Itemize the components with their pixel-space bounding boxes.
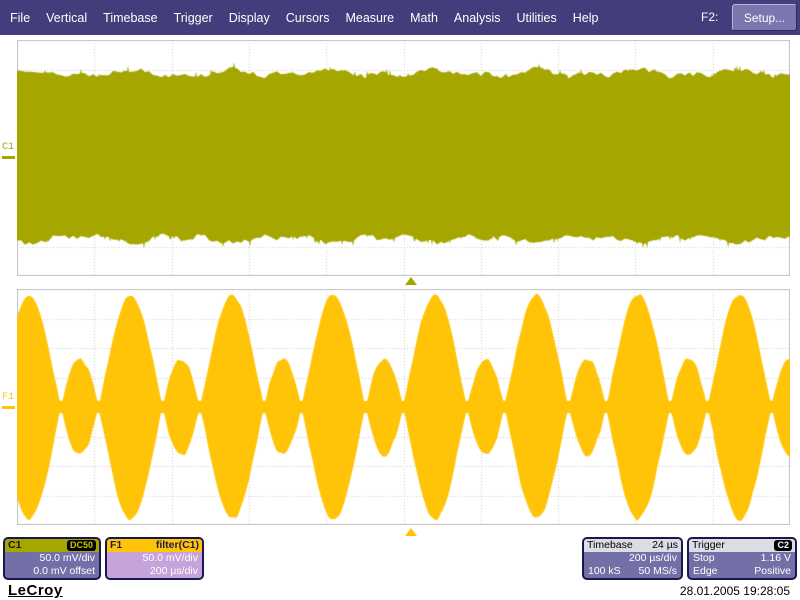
menu-items: File Vertical Timebase Trigger Display C… xyxy=(10,0,598,35)
menu-item-help[interactable]: Help xyxy=(572,10,599,25)
c1-status-body: 50.0 mV/div 0.0 mV offset xyxy=(5,552,99,578)
menu-item-analysis[interactable]: Analysis xyxy=(453,10,501,25)
menu-item-math[interactable]: Math xyxy=(410,10,438,25)
c1-trigger-time-marker[interactable] xyxy=(405,277,417,285)
f1-status-box[interactable]: F1 filter(C1) 50.0 mV/div 200 µs/div xyxy=(105,537,204,580)
trigger-status-body: Stop 1.16 V Edge Positive xyxy=(689,552,795,578)
f2-shortcut-label: F2: xyxy=(701,10,719,24)
c1-status-box[interactable]: C1 DC50 50.0 mV/div 0.0 mV offset xyxy=(3,537,101,580)
menu-item-display[interactable]: Display xyxy=(228,10,270,25)
menu-item-measure[interactable]: Measure xyxy=(345,10,395,25)
trigger-source-badge: C2 xyxy=(774,540,792,551)
menu-item-utilities[interactable]: Utilities xyxy=(516,10,557,25)
datetime-display: 28.01.2005 19:28:05 xyxy=(679,584,790,598)
f1-vdiv-value: 50.0 mV/div xyxy=(142,552,198,564)
setup-button[interactable]: Setup... xyxy=(732,4,797,31)
f1-status-body: 50.0 mV/div 200 µs/div xyxy=(107,552,202,578)
timebase-delay-value: 24 µs xyxy=(652,539,678,551)
trigger-type-value: Edge xyxy=(693,565,718,577)
f1-function-name: F1 xyxy=(110,539,123,551)
c1-offset-marker[interactable] xyxy=(2,156,15,159)
trigger-mode-value: Stop xyxy=(693,552,715,564)
f1-offset-marker[interactable] xyxy=(2,406,15,409)
trigger-status-header: Trigger C2 xyxy=(689,539,795,552)
c1-status-header: C1 DC50 xyxy=(5,539,99,552)
c1-offset-value: 0.0 mV offset xyxy=(33,565,95,577)
timebase-title: Timebase xyxy=(587,539,633,551)
timebase-status-body: 200 µs/div 100 kS 50 MS/s xyxy=(584,552,681,578)
c1-waveform-grid[interactable] xyxy=(17,40,790,276)
timebase-status-header: Timebase 24 µs xyxy=(584,539,681,552)
menu-bar: File Vertical Timebase Trigger Display C… xyxy=(0,0,800,35)
f1-waveform-grid[interactable] xyxy=(17,289,790,525)
lecroy-logo: LeCroy xyxy=(8,582,63,599)
menu-item-vertical[interactable]: Vertical xyxy=(46,10,88,25)
trigger-slope-value: Positive xyxy=(754,565,791,577)
c1-channel-name: C1 xyxy=(8,539,22,551)
c1-trace-label: C1 xyxy=(2,142,15,153)
timebase-rate-value: 50 MS/s xyxy=(638,565,677,577)
c1-coupling-badge: DC50 xyxy=(66,540,96,551)
f1-status-header: F1 filter(C1) xyxy=(107,539,202,552)
menu-item-cursors[interactable]: Cursors xyxy=(285,10,330,25)
f1-trace-label: F1 xyxy=(2,392,15,403)
timebase-samples-value: 100 kS xyxy=(588,565,621,577)
timebase-status-box[interactable]: Timebase 24 µs 200 µs/div 100 kS 50 MS/s xyxy=(582,537,683,580)
trigger-title: Trigger xyxy=(692,539,725,551)
trigger-status-box[interactable]: Trigger C2 Stop 1.16 V Edge Positive xyxy=(687,537,797,580)
trigger-level-value: 1.16 V xyxy=(760,552,791,564)
menu-item-timebase[interactable]: Timebase xyxy=(103,10,158,25)
menu-item-trigger[interactable]: Trigger xyxy=(173,10,213,25)
f1-trigger-time-marker[interactable] xyxy=(405,528,417,536)
timebase-tdiv-value: 200 µs/div xyxy=(628,552,677,564)
c1-vdiv-value: 50.0 mV/div xyxy=(39,552,95,564)
f1-tdiv-value: 200 µs/div xyxy=(149,565,198,577)
menu-item-file[interactable]: File xyxy=(10,10,31,25)
f1-function-source: filter(C1) xyxy=(155,539,199,551)
